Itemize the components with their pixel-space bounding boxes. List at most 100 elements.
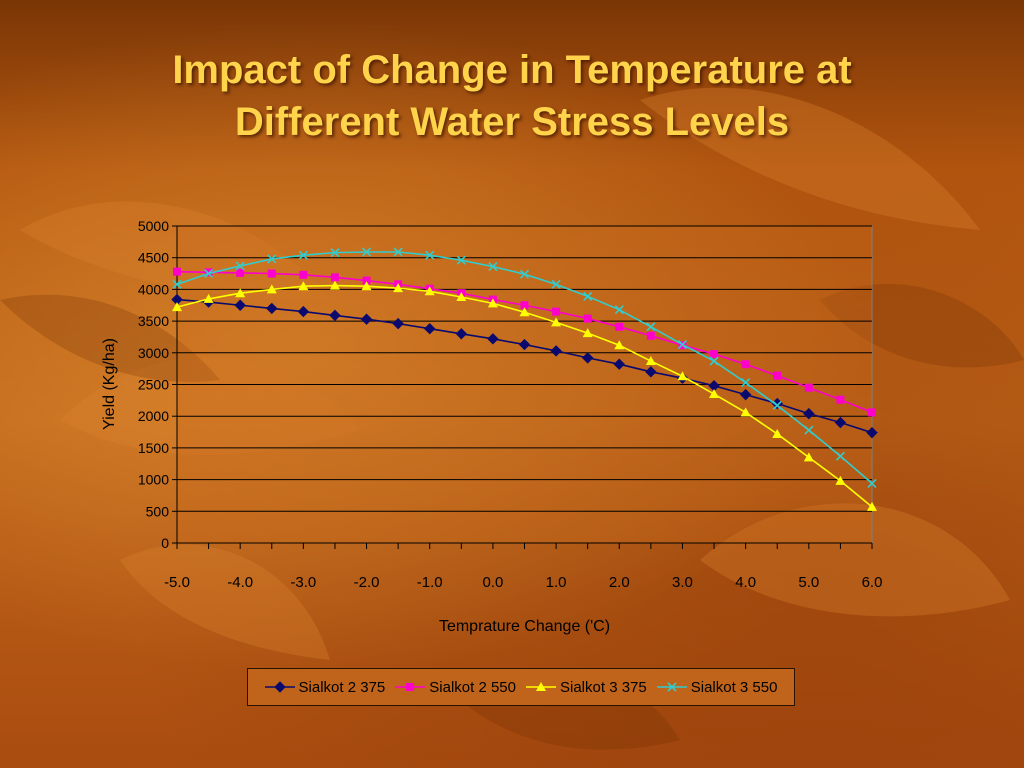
data-point [173, 267, 181, 276]
legend-swatch [526, 682, 556, 691]
data-point [361, 247, 372, 257]
data-point [709, 389, 720, 399]
data-point [329, 309, 341, 322]
data-point [866, 426, 878, 439]
data-point [583, 291, 593, 301]
y-tick-label: 2000 [138, 408, 169, 424]
legend-swatch [395, 683, 426, 691]
slide-title: Impact of Change in Temperature at Diffe… [0, 44, 1024, 148]
y-tick-label: 3500 [138, 313, 169, 329]
data-point [488, 262, 498, 272]
data-point [835, 451, 845, 461]
data-point [406, 683, 415, 691]
data-point [361, 281, 372, 291]
data-point [710, 350, 719, 359]
data-point [298, 250, 308, 260]
data-point [425, 250, 435, 260]
y-tick-label: 2500 [138, 377, 169, 393]
data-point [536, 682, 546, 691]
data-point [297, 305, 310, 318]
data-point [834, 416, 847, 429]
data-point [551, 279, 561, 289]
y-tick-label: 5000 [138, 218, 169, 234]
data-point [519, 307, 530, 317]
legend-label: Sialkot 3 375 [560, 678, 647, 696]
chart-legend: Sialkot 2 375 Sialkot 2 550 Sialkot 3 375 S… [247, 668, 795, 706]
x-tick-label: 4.0 [735, 574, 756, 591]
data-point [741, 360, 750, 369]
y-tick-label: 1500 [138, 440, 169, 456]
series-4 [172, 247, 877, 488]
data-point [677, 339, 688, 350]
data-point [645, 366, 657, 378]
x-tick-label: 1.0 [546, 574, 567, 591]
data-point [803, 407, 815, 420]
x-tick-label: 0.0 [482, 574, 503, 591]
data-point [172, 302, 182, 312]
data-point [740, 407, 751, 417]
y-axis-title: Yield (Kg/ha) [101, 338, 118, 430]
x-tick-label: 5.0 [798, 574, 819, 591]
y-tick-label: 4000 [138, 281, 169, 297]
data-point [455, 328, 468, 340]
x-tick-label: 3.0 [672, 574, 693, 591]
data-point [581, 352, 594, 364]
data-point [614, 305, 624, 315]
data-point [804, 425, 814, 435]
data-point [867, 501, 877, 511]
legend-swatch [264, 681, 295, 693]
data-point [835, 475, 846, 485]
data-point [773, 371, 782, 380]
legend-item: Sialkot 2 375 [264, 678, 386, 696]
title-line-1: Impact of Change in Temperature at [172, 48, 852, 92]
data-point [204, 268, 214, 279]
data-point [772, 428, 783, 438]
data-point [204, 268, 213, 277]
data-point [392, 317, 404, 330]
data-point [709, 356, 719, 366]
data-point [550, 345, 562, 357]
data-point [273, 681, 286, 693]
data-point [646, 322, 656, 332]
series-1 [171, 293, 878, 439]
data-point [741, 378, 751, 388]
legend-item: Sialkot 3 550 [656, 678, 778, 696]
data-point [424, 286, 435, 296]
data-point [677, 371, 688, 381]
data-point [393, 283, 404, 293]
y-tick-label: 3000 [138, 345, 169, 361]
x-tick-label: -4.0 [227, 574, 253, 591]
data-point [236, 268, 245, 277]
data-point [836, 395, 845, 404]
data-point [267, 269, 276, 278]
data-point [552, 307, 561, 316]
data-point [298, 281, 309, 291]
data-point [804, 383, 813, 392]
data-point [203, 293, 214, 303]
x-tick-label: 6.0 [862, 574, 883, 591]
data-point [487, 333, 499, 345]
data-point [235, 261, 245, 271]
data-point [266, 284, 277, 294]
y-tick-label: 4500 [138, 250, 169, 266]
data-point [520, 301, 529, 310]
legend-item: Sialkot 2 550 [395, 679, 516, 696]
legend-swatch [656, 682, 687, 692]
data-point [583, 314, 592, 323]
data-point [739, 388, 752, 401]
data-point [424, 323, 436, 335]
series-3 [172, 280, 877, 511]
y-tick-label: 500 [146, 503, 170, 519]
data-point [582, 328, 593, 338]
data-point [329, 280, 340, 290]
data-point [330, 248, 340, 258]
x-tick-label: -1.0 [417, 574, 443, 591]
legend-label: Sialkot 3 550 [690, 678, 778, 696]
y-tick-label: 0 [161, 535, 169, 551]
legend-label: Sialkot 2 375 [298, 678, 386, 696]
data-point [518, 338, 531, 351]
x-tick-label: -2.0 [354, 574, 380, 591]
y-tick-label: 1000 [138, 472, 169, 488]
